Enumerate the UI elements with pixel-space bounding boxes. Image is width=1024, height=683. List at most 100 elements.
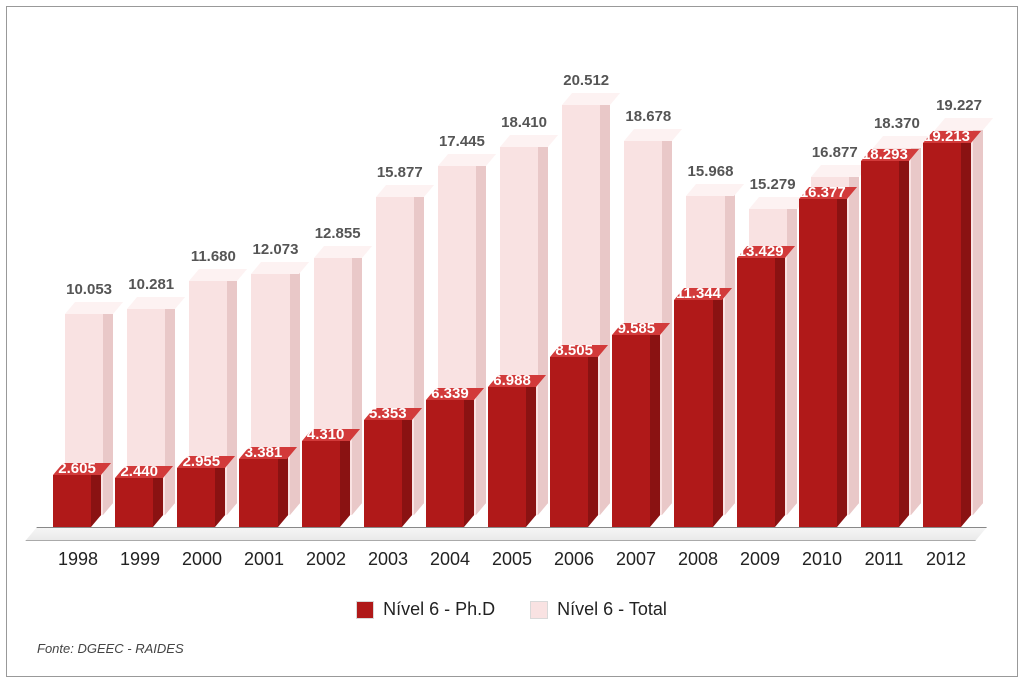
bar-front	[115, 478, 153, 527]
x-tick-label: 2000	[171, 549, 233, 570]
bar-side	[588, 345, 598, 527]
x-tick-label: 2003	[357, 549, 419, 570]
bar: 11.344	[674, 300, 722, 527]
bar-value-label: 11.344	[670, 285, 728, 302]
x-tick-label: 2012	[915, 549, 977, 570]
legend-item: Nível 6 - Total	[531, 599, 667, 620]
year-group: 12.0733.381	[233, 107, 293, 527]
bar: 2.440	[115, 478, 163, 527]
bar-front	[612, 335, 650, 527]
bar: 6.988	[488, 387, 536, 527]
year-group: 16.87716.377	[793, 107, 853, 527]
bar-front	[737, 258, 775, 527]
bar-side	[402, 408, 412, 527]
x-tick-label: 2005	[481, 549, 543, 570]
bar: 9.585	[612, 335, 660, 527]
legend-swatch	[531, 602, 547, 618]
bar-front	[550, 357, 588, 527]
bar: 3.381	[239, 459, 287, 527]
bar-side	[837, 188, 847, 527]
bar-side	[899, 149, 909, 527]
bar-value-label: 20.512	[557, 72, 615, 89]
bar-front	[674, 300, 712, 527]
year-group: 15.96811.344	[668, 107, 728, 527]
year-group: 18.6789.585	[606, 107, 666, 527]
bar-front	[364, 420, 402, 527]
bar-side	[973, 119, 983, 515]
bar-side	[961, 131, 971, 527]
bar-side	[775, 247, 785, 527]
x-tick-label: 1998	[47, 549, 109, 570]
bar-side	[526, 375, 536, 527]
x-tick-label: 2006	[543, 549, 605, 570]
x-tick-label: 2008	[667, 549, 729, 570]
year-group: 15.27913.429	[731, 107, 791, 527]
bar-front	[488, 387, 526, 527]
bar: 18.293	[861, 161, 909, 527]
axis-baseline	[37, 527, 987, 547]
bar-value-label: 3.381	[235, 444, 293, 461]
bar: 6.339	[426, 400, 474, 527]
year-group: 19.22719.213	[917, 107, 977, 527]
bar: 8.505	[550, 357, 598, 527]
bar-front	[426, 400, 464, 527]
bar: 19.213	[923, 143, 971, 527]
x-tick-label: 2002	[295, 549, 357, 570]
year-group: 10.2812.440	[109, 107, 169, 527]
bar-value-label: 6.988	[483, 372, 541, 389]
bar-front	[799, 199, 837, 527]
bar: 2.605	[53, 475, 101, 527]
bar-value-label: 4.310	[297, 426, 355, 443]
x-tick-label: 2011	[853, 549, 915, 570]
year-group: 20.5128.505	[544, 107, 604, 527]
year-group: 15.8775.353	[358, 107, 418, 527]
bar-value-label: 19.227	[930, 97, 988, 114]
bar-value-label: 2.605	[48, 460, 106, 477]
bar-front	[302, 441, 340, 527]
x-tick-label: 2001	[233, 549, 295, 570]
baseline-strip	[25, 527, 987, 541]
bar-value-label: 9.585	[607, 320, 665, 337]
bar: 5.353	[364, 420, 412, 527]
x-tick-label: 2004	[419, 549, 481, 570]
x-axis-labels: 1998199920002001200220032004200520062007…	[47, 549, 977, 570]
legend-swatch	[357, 602, 373, 618]
bar: 16.377	[799, 199, 847, 527]
bar-side	[650, 323, 660, 527]
year-group: 18.4106.988	[482, 107, 542, 527]
legend-item: Nível 6 - Ph.D	[357, 599, 495, 620]
bar: 4.310	[302, 441, 350, 527]
bar-side	[464, 388, 474, 527]
year-group: 18.37018.293	[855, 107, 915, 527]
bar-value-label: 8.505	[545, 342, 603, 359]
year-group: 12.8554.310	[296, 107, 356, 527]
bar-value-label: 5.353	[359, 405, 417, 422]
year-group: 17.4456.339	[420, 107, 480, 527]
bar-front	[177, 468, 215, 527]
bars-container: 10.0532.60510.2812.44011.6802.95512.0733…	[47, 107, 977, 527]
x-tick-label: 2009	[729, 549, 791, 570]
bar-front	[53, 475, 91, 527]
bar-side	[713, 288, 723, 527]
bar-top	[562, 93, 620, 105]
bar-side	[340, 429, 350, 527]
year-group: 11.6802.955	[171, 107, 231, 527]
x-tick-label: 2007	[605, 549, 667, 570]
bar-value-label: 16.377	[794, 184, 852, 201]
legend-label: Nível 6 - Ph.D	[383, 599, 495, 620]
x-tick-label: 2010	[791, 549, 853, 570]
bar-front	[239, 459, 277, 527]
bar: 2.955	[177, 468, 225, 527]
legend-label: Nível 6 - Total	[557, 599, 667, 620]
chart-frame: 10.0532.60510.2812.44011.6802.95512.0733…	[6, 6, 1018, 677]
bar: 13.429	[737, 258, 785, 527]
bar-value-label: 13.429	[732, 243, 790, 260]
bar-value-label: 2.955	[172, 453, 230, 470]
plot-area: 10.0532.60510.2812.44011.6802.95512.0733…	[47, 107, 977, 527]
legend: Nível 6 - Ph.D Nível 6 - Total	[7, 599, 1017, 623]
bar-value-label: 6.339	[421, 385, 479, 402]
year-group: 10.0532.605	[47, 107, 107, 527]
bar-value-label: 2.440	[110, 463, 168, 480]
bar-value-label: 18.293	[856, 146, 914, 163]
bar-front	[861, 161, 899, 527]
